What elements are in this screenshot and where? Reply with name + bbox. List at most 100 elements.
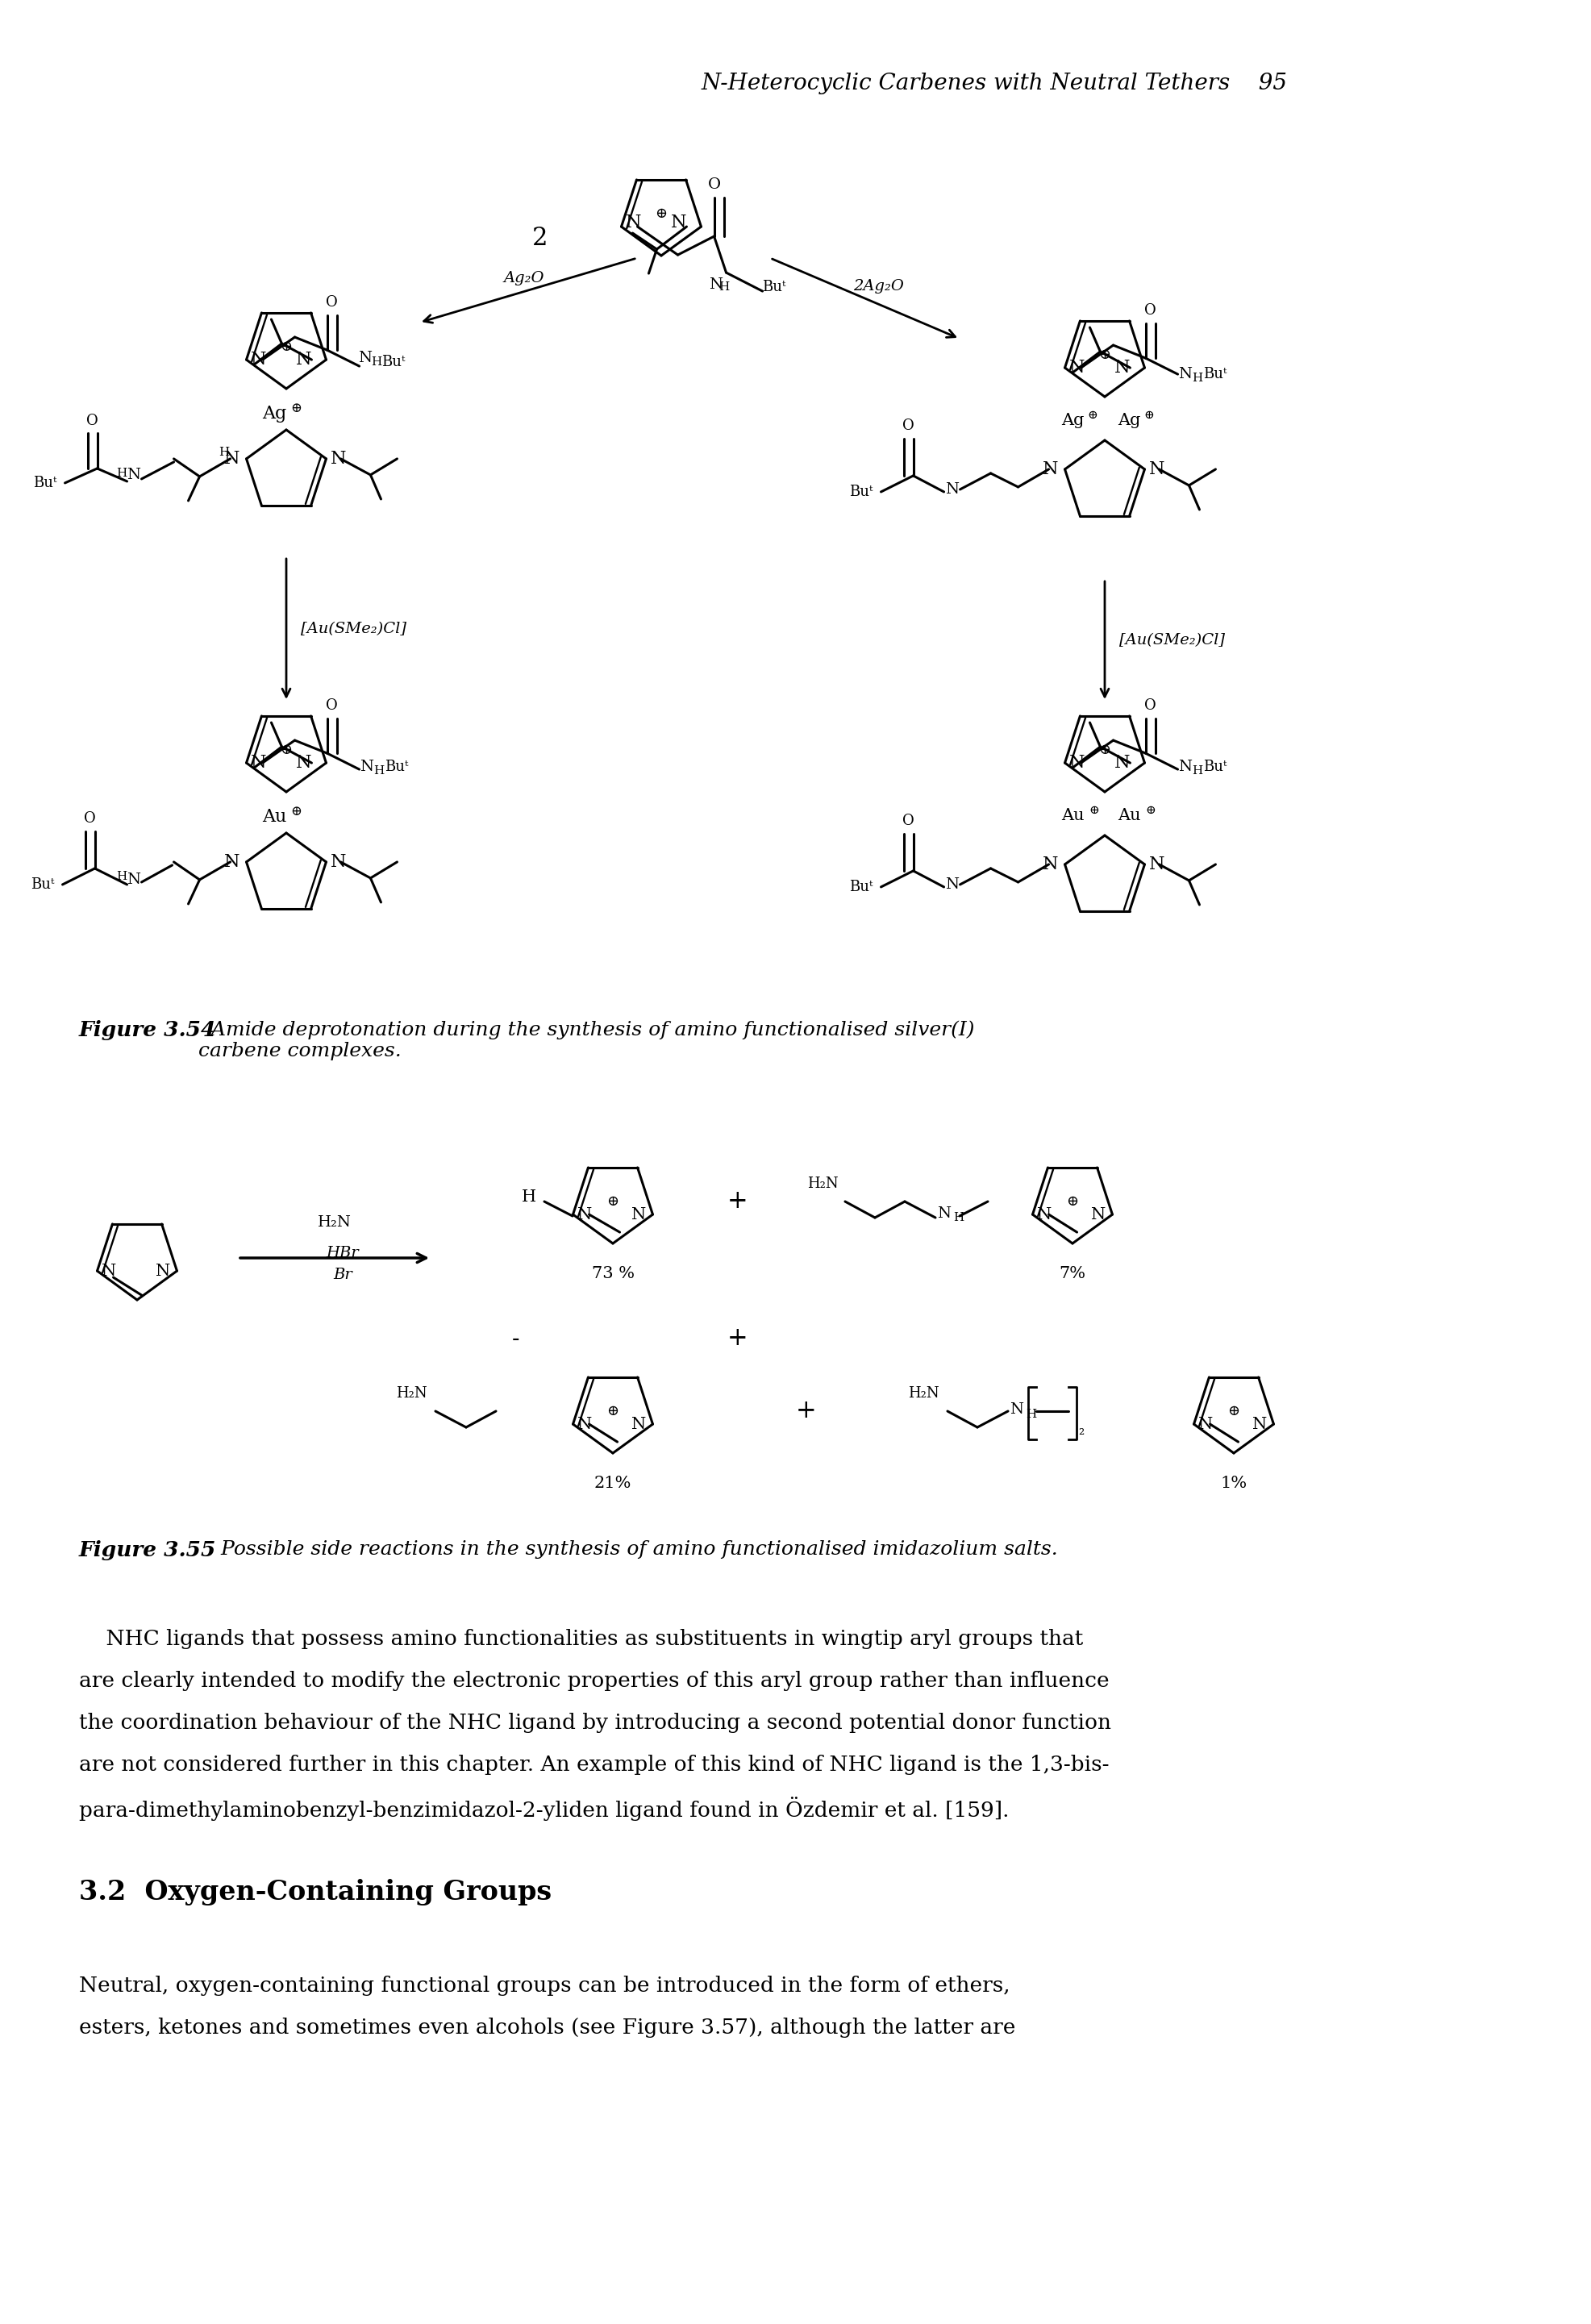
Text: Buᵗ: Buᵗ <box>1203 367 1227 381</box>
Text: N: N <box>1198 1415 1212 1432</box>
Text: O: O <box>326 700 337 713</box>
Text: O: O <box>902 418 913 432</box>
Text: Ag₂O: Ag₂O <box>503 272 544 286</box>
Text: Buᵗ: Buᵗ <box>848 881 872 895</box>
Text: N: N <box>329 451 345 467</box>
Text: N: N <box>1069 358 1083 376</box>
Text: H: H <box>953 1213 963 1222</box>
Text: HBr: HBr <box>326 1246 360 1260</box>
Text: are clearly intended to modify the electronic properties of this aryl group rath: are clearly intended to modify the elect… <box>80 1671 1109 1692</box>
Text: +: + <box>727 1190 748 1213</box>
Text: N: N <box>224 853 240 872</box>
Text: ⊕: ⊕ <box>1144 409 1153 421</box>
Text: H: H <box>371 356 382 367</box>
Text: N: N <box>358 351 371 365</box>
Text: N: N <box>296 753 312 772</box>
Text: Buᵗ: Buᵗ <box>1203 760 1227 774</box>
Text: 21%: 21% <box>593 1476 632 1492</box>
Text: [Au(SMe₂)Cl]: [Au(SMe₂)Cl] <box>301 623 406 637</box>
Text: N: N <box>1009 1401 1023 1418</box>
Text: N: N <box>126 872 140 888</box>
Text: Buᵗ: Buᵗ <box>762 279 786 295</box>
Text: N: N <box>670 214 686 232</box>
Text: NHC ligands that possess amino functionalities as substituents in wingtip aryl g: NHC ligands that possess amino functiona… <box>80 1629 1082 1650</box>
Text: Neutral, oxygen-containing functional groups can be introduced in the form of et: Neutral, oxygen-containing functional gr… <box>80 1975 1010 1996</box>
Text: N: N <box>632 1206 646 1222</box>
Text: 3.2  Oxygen-Containing Groups: 3.2 Oxygen-Containing Groups <box>80 1878 552 1906</box>
Text: N: N <box>1042 460 1058 479</box>
Text: N: N <box>250 351 266 370</box>
Text: N: N <box>1177 367 1192 381</box>
Text: 2Ag₂O: 2Ag₂O <box>853 279 904 293</box>
Text: N: N <box>1149 460 1163 479</box>
Text: H: H <box>374 765 385 776</box>
Text: N: N <box>708 277 722 293</box>
Text: N: N <box>1149 855 1163 874</box>
Text: H: H <box>522 1190 536 1206</box>
Text: N: N <box>156 1264 170 1278</box>
Text: ₂: ₂ <box>1077 1422 1083 1439</box>
Text: N: N <box>1069 753 1083 772</box>
Text: O: O <box>708 177 721 193</box>
Text: N: N <box>576 1415 592 1432</box>
Text: N: N <box>1114 358 1130 376</box>
Text: H: H <box>1192 372 1203 383</box>
Text: the coordination behaviour of the NHC ligand by introducing a second potential d: the coordination behaviour of the NHC li… <box>80 1713 1111 1734</box>
Text: N: N <box>1252 1415 1266 1432</box>
Text: H: H <box>1025 1408 1036 1420</box>
Text: N: N <box>1091 1206 1106 1222</box>
Text: ⊕: ⊕ <box>1098 744 1111 758</box>
Text: H: H <box>116 872 127 883</box>
Text: Ag: Ag <box>1117 414 1139 428</box>
Text: Buᵗ: Buᵗ <box>30 876 54 892</box>
Text: O: O <box>84 811 95 825</box>
Text: ⊕: ⊕ <box>290 804 301 818</box>
Text: 1%: 1% <box>1220 1476 1246 1492</box>
Text: Buᵗ: Buᵗ <box>385 760 409 774</box>
Text: 2: 2 <box>531 225 547 251</box>
Text: ⊕: ⊕ <box>290 402 301 416</box>
Text: [Au(SMe₂)Cl]: [Au(SMe₂)Cl] <box>1118 632 1225 648</box>
Text: N: N <box>1177 760 1192 774</box>
Text: H: H <box>218 446 229 458</box>
Text: ⊕: ⊕ <box>1227 1404 1239 1418</box>
Text: ⊕: ⊕ <box>1098 349 1111 363</box>
Text: Au: Au <box>263 809 286 825</box>
Text: H: H <box>1192 765 1203 776</box>
Text: +: + <box>796 1399 816 1425</box>
Text: N: N <box>360 760 372 774</box>
Text: H₂N: H₂N <box>318 1215 352 1229</box>
Text: ⊕: ⊕ <box>606 1404 619 1418</box>
Text: H₂N: H₂N <box>396 1385 426 1401</box>
Text: N: N <box>296 351 312 370</box>
Text: ⊕: ⊕ <box>655 207 667 221</box>
Text: N: N <box>632 1415 646 1432</box>
Text: Au: Au <box>1117 809 1139 823</box>
Text: N: N <box>576 1206 592 1222</box>
Text: N-Heterocyclic Carbenes with Neutral Tethers    95: N-Heterocyclic Carbenes with Neutral Tet… <box>702 72 1287 95</box>
Text: Buᵗ: Buᵗ <box>848 486 872 500</box>
Text: O: O <box>1144 700 1155 713</box>
Text: N: N <box>102 1264 116 1278</box>
Text: Possible side reactions in the synthesis of amino functionalised imidazolium sal: Possible side reactions in the synthesis… <box>202 1541 1058 1559</box>
Text: Figure 3.55: Figure 3.55 <box>80 1541 216 1559</box>
Text: ⊕: ⊕ <box>1087 409 1098 421</box>
Text: Amide deprotonation during the synthesis of amino functionalised silver(I)
carbe: Amide deprotonation during the synthesis… <box>199 1020 974 1060</box>
Text: ⊕: ⊕ <box>1146 804 1155 816</box>
Text: N: N <box>1042 855 1058 874</box>
Text: Buᵗ: Buᵗ <box>33 476 57 490</box>
Text: Figure 3.54: Figure 3.54 <box>80 1020 216 1041</box>
Text: H: H <box>718 281 729 293</box>
Text: N: N <box>943 876 958 892</box>
Text: N: N <box>625 214 641 232</box>
Text: ⊕: ⊕ <box>280 339 293 353</box>
Text: ⊕: ⊕ <box>606 1195 619 1208</box>
Text: O: O <box>86 414 99 428</box>
Text: 73 %: 73 % <box>592 1267 633 1281</box>
Text: N: N <box>250 753 266 772</box>
Text: H₂N: H₂N <box>908 1385 939 1401</box>
Text: esters, ketones and sometimes even alcohols (see Figure 3.57), although the latt: esters, ketones and sometimes even alcoh… <box>80 2017 1015 2038</box>
Text: O: O <box>1144 302 1155 318</box>
Text: Buᵗ: Buᵗ <box>382 356 406 370</box>
Text: ⊕: ⊕ <box>280 744 293 758</box>
